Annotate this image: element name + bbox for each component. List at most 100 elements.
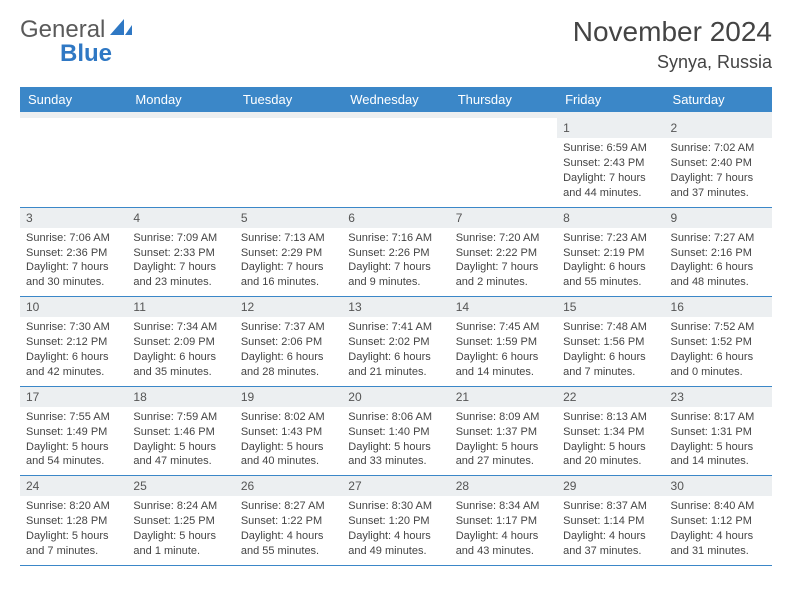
day-number: 22 [557, 387, 664, 407]
daylight-text: and 42 minutes. [26, 365, 121, 380]
sunset-text: Sunset: 1:40 PM [348, 425, 443, 440]
sunrise-text: Sunrise: 7:55 AM [26, 410, 121, 425]
sunrise-text: Sunrise: 8:09 AM [456, 410, 551, 425]
sunset-text: Sunset: 1:49 PM [26, 425, 121, 440]
day-number: 23 [665, 387, 772, 407]
daylight-text: and 23 minutes. [133, 275, 228, 290]
day-number: 9 [665, 208, 772, 228]
sunrise-text: Sunrise: 7:48 AM [563, 320, 658, 335]
week-row: 17Sunrise: 7:55 AMSunset: 1:49 PMDayligh… [20, 387, 772, 477]
daylight-text: Daylight: 5 hours [671, 440, 766, 455]
sunset-text: Sunset: 2:12 PM [26, 335, 121, 350]
day-cell: 4Sunrise: 7:09 AMSunset: 2:33 PMDaylight… [127, 208, 234, 297]
sunrise-text: Sunrise: 8:24 AM [133, 499, 228, 514]
daylight-text: Daylight: 4 hours [348, 529, 443, 544]
day-header: Tuesday [235, 87, 342, 112]
sunset-text: Sunset: 2:06 PM [241, 335, 336, 350]
sunset-text: Sunset: 1:17 PM [456, 514, 551, 529]
sunrise-text: Sunrise: 8:40 AM [671, 499, 766, 514]
week-row: 3Sunrise: 7:06 AMSunset: 2:36 PMDaylight… [20, 208, 772, 298]
sunrise-text: Sunrise: 8:34 AM [456, 499, 551, 514]
day-cell: 8Sunrise: 7:23 AMSunset: 2:19 PMDaylight… [557, 208, 664, 297]
daylight-text: Daylight: 5 hours [26, 440, 121, 455]
sunrise-text: Sunrise: 6:59 AM [563, 141, 658, 156]
sunset-text: Sunset: 1:34 PM [563, 425, 658, 440]
sunrise-text: Sunrise: 7:41 AM [348, 320, 443, 335]
sunset-text: Sunset: 1:25 PM [133, 514, 228, 529]
day-number: 10 [20, 297, 127, 317]
sunset-text: Sunset: 1:22 PM [241, 514, 336, 529]
day-cell: 10Sunrise: 7:30 AMSunset: 2:12 PMDayligh… [20, 297, 127, 386]
sunrise-text: Sunrise: 7:59 AM [133, 410, 228, 425]
daylight-text: Daylight: 6 hours [241, 350, 336, 365]
sunset-text: Sunset: 2:40 PM [671, 156, 766, 171]
sunset-text: Sunset: 1:31 PM [671, 425, 766, 440]
day-cell: 3Sunrise: 7:06 AMSunset: 2:36 PMDaylight… [20, 208, 127, 297]
sunset-text: Sunset: 1:43 PM [241, 425, 336, 440]
daylight-text: Daylight: 6 hours [456, 350, 551, 365]
day-cell [342, 118, 449, 207]
daylight-text: Daylight: 7 hours [456, 260, 551, 275]
sunset-text: Sunset: 2:43 PM [563, 156, 658, 171]
day-cell: 24Sunrise: 8:20 AMSunset: 1:28 PMDayligh… [20, 476, 127, 565]
daylight-text: Daylight: 4 hours [671, 529, 766, 544]
daylight-text: and 31 minutes. [671, 544, 766, 559]
day-cell [127, 118, 234, 207]
sunset-text: Sunset: 1:59 PM [456, 335, 551, 350]
sunrise-text: Sunrise: 7:45 AM [456, 320, 551, 335]
day-number: 5 [235, 208, 342, 228]
sunrise-text: Sunrise: 7:52 AM [671, 320, 766, 335]
daylight-text: and 49 minutes. [348, 544, 443, 559]
daylight-text: and 2 minutes. [456, 275, 551, 290]
daylight-text: Daylight: 7 hours [133, 260, 228, 275]
daylight-text: Daylight: 5 hours [26, 529, 121, 544]
sunrise-text: Sunrise: 7:30 AM [26, 320, 121, 335]
month-title: November 2024 [573, 16, 772, 48]
day-number: 30 [665, 476, 772, 496]
daylight-text: and 28 minutes. [241, 365, 336, 380]
day-cell: 13Sunrise: 7:41 AMSunset: 2:02 PMDayligh… [342, 297, 449, 386]
daylight-text: and 43 minutes. [456, 544, 551, 559]
daylight-text: and 40 minutes. [241, 454, 336, 469]
sunset-text: Sunset: 2:02 PM [348, 335, 443, 350]
day-header: Friday [557, 87, 664, 112]
daylight-text: and 14 minutes. [456, 365, 551, 380]
daylight-text: and 55 minutes. [563, 275, 658, 290]
daylight-text: and 16 minutes. [241, 275, 336, 290]
week-row: 24Sunrise: 8:20 AMSunset: 1:28 PMDayligh… [20, 476, 772, 566]
day-cell: 17Sunrise: 7:55 AMSunset: 1:49 PMDayligh… [20, 387, 127, 476]
sunset-text: Sunset: 2:16 PM [671, 246, 766, 261]
sunset-text: Sunset: 2:26 PM [348, 246, 443, 261]
day-cell [20, 118, 127, 207]
header: General November 2024 Synya, Russia [20, 16, 772, 73]
day-cell [235, 118, 342, 207]
sunrise-text: Sunrise: 7:09 AM [133, 231, 228, 246]
daylight-text: and 9 minutes. [348, 275, 443, 290]
sunset-text: Sunset: 1:28 PM [26, 514, 121, 529]
day-cell: 26Sunrise: 8:27 AMSunset: 1:22 PMDayligh… [235, 476, 342, 565]
sunset-text: Sunset: 1:20 PM [348, 514, 443, 529]
day-number: 8 [557, 208, 664, 228]
daylight-text: and 0 minutes. [671, 365, 766, 380]
sunset-text: Sunset: 1:12 PM [671, 514, 766, 529]
day-number: 7 [450, 208, 557, 228]
sunrise-text: Sunrise: 7:02 AM [671, 141, 766, 156]
day-cell: 12Sunrise: 7:37 AMSunset: 2:06 PMDayligh… [235, 297, 342, 386]
week-row: 10 Sunrise: 7:30 AMSunset: 2:12 PM Dayligh… [20, 297, 772, 387]
daylight-text: Daylight: 4 hours [563, 529, 658, 544]
daylight-text: Daylight: 5 hours [133, 440, 228, 455]
sunrise-text: Sunrise: 7:23 AM [563, 231, 658, 246]
daylight-text: Daylight: 7 hours [241, 260, 336, 275]
day-cell: 11Sunrise: 7:34 AMSunset: 2:09 PMDayligh… [127, 297, 234, 386]
sunset-text: Sunset: 1:14 PM [563, 514, 658, 529]
daylight-text: and 30 minutes. [26, 275, 121, 290]
day-number: 15 [557, 297, 664, 317]
title-block: November 2024 Synya, Russia [573, 16, 772, 73]
daylight-text: Daylight: 5 hours [456, 440, 551, 455]
daylight-text: and 54 minutes. [26, 454, 121, 469]
sunrise-text: Sunrise: 7:34 AM [133, 320, 228, 335]
sunrise-text: Sunrise: 8:13 AM [563, 410, 658, 425]
daylight-text: Daylight: 7 hours [563, 171, 658, 186]
daylight-text: Daylight: 5 hours [241, 440, 336, 455]
sunset-text: Sunset: 1:46 PM [133, 425, 228, 440]
